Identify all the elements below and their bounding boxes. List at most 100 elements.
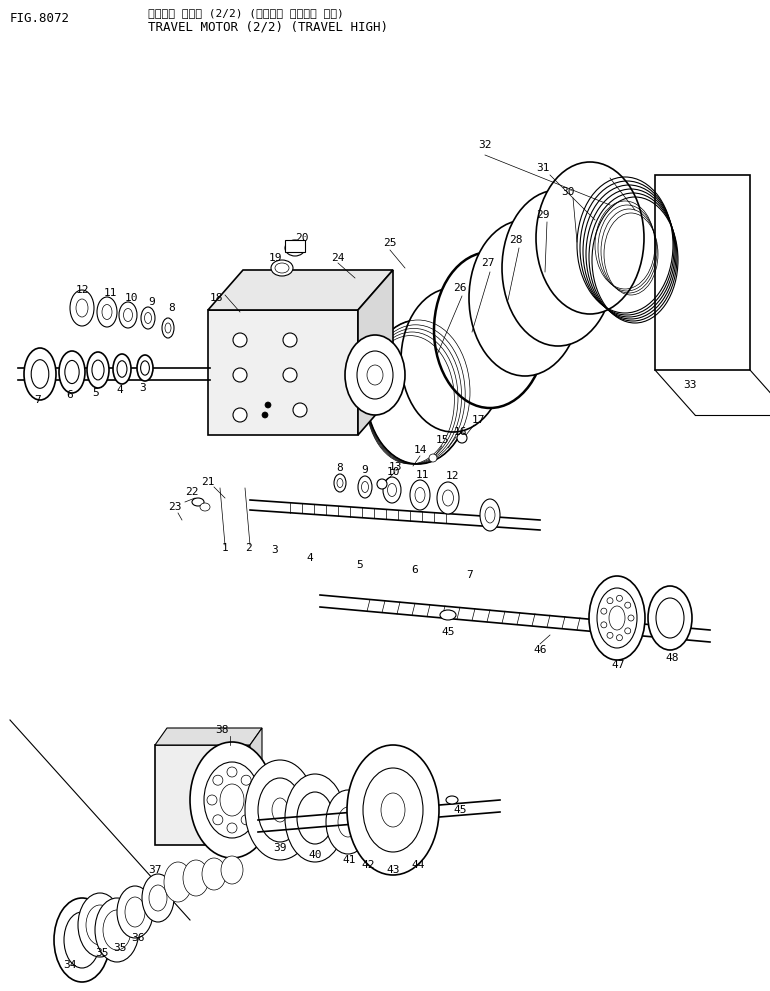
Ellipse shape: [183, 860, 209, 896]
Ellipse shape: [149, 885, 167, 911]
Ellipse shape: [357, 351, 393, 399]
Ellipse shape: [102, 304, 112, 319]
Ellipse shape: [383, 477, 401, 503]
Ellipse shape: [609, 606, 625, 630]
Circle shape: [628, 615, 634, 621]
Text: 35: 35: [95, 948, 109, 958]
Text: 30: 30: [561, 187, 574, 197]
Text: 24: 24: [331, 253, 345, 263]
Text: 12: 12: [445, 471, 459, 481]
Ellipse shape: [204, 762, 260, 838]
Text: TRAVEL MOTOR (2/2) (TRAVEL HIGH): TRAVEL MOTOR (2/2) (TRAVEL HIGH): [148, 20, 388, 33]
Text: 40: 40: [308, 850, 322, 860]
Text: 11: 11: [415, 470, 429, 480]
Ellipse shape: [54, 898, 110, 982]
Circle shape: [213, 775, 223, 785]
Text: 16: 16: [454, 427, 467, 437]
Ellipse shape: [64, 912, 100, 968]
Ellipse shape: [258, 778, 302, 842]
Text: 36: 36: [131, 933, 145, 943]
Ellipse shape: [78, 893, 122, 957]
Text: 5: 5: [357, 560, 363, 570]
Ellipse shape: [326, 790, 370, 854]
Text: 31: 31: [536, 163, 550, 173]
Ellipse shape: [24, 348, 56, 400]
Ellipse shape: [536, 162, 644, 314]
Circle shape: [207, 795, 217, 805]
Text: 5: 5: [92, 388, 99, 398]
Ellipse shape: [358, 476, 372, 498]
Ellipse shape: [200, 503, 210, 511]
Text: 27: 27: [481, 258, 495, 268]
Ellipse shape: [502, 190, 614, 346]
Ellipse shape: [192, 498, 204, 506]
Ellipse shape: [367, 365, 383, 385]
Ellipse shape: [446, 796, 458, 804]
Ellipse shape: [415, 488, 425, 502]
Polygon shape: [208, 310, 358, 435]
Ellipse shape: [117, 886, 153, 938]
Ellipse shape: [297, 792, 333, 844]
Ellipse shape: [97, 297, 117, 327]
Ellipse shape: [485, 507, 495, 523]
Text: 12: 12: [75, 285, 89, 295]
Ellipse shape: [32, 360, 49, 388]
Ellipse shape: [285, 774, 345, 862]
Text: 32: 32: [478, 140, 492, 150]
Text: 45: 45: [441, 627, 455, 637]
Circle shape: [617, 634, 622, 641]
Text: 20: 20: [295, 233, 309, 243]
Circle shape: [283, 333, 297, 347]
Text: 14: 14: [413, 445, 427, 455]
Ellipse shape: [285, 240, 305, 256]
Ellipse shape: [338, 807, 358, 837]
Circle shape: [247, 795, 257, 805]
Text: 18: 18: [210, 293, 223, 303]
Text: 41: 41: [342, 855, 356, 865]
Text: 38: 38: [216, 725, 229, 735]
Ellipse shape: [190, 742, 274, 858]
Text: 8: 8: [169, 303, 176, 313]
Text: 4: 4: [306, 553, 313, 563]
Ellipse shape: [597, 588, 637, 648]
Ellipse shape: [401, 288, 505, 432]
Ellipse shape: [337, 479, 343, 488]
Ellipse shape: [221, 856, 243, 884]
Ellipse shape: [113, 354, 131, 384]
Circle shape: [607, 598, 613, 604]
Ellipse shape: [202, 858, 226, 890]
Text: 3: 3: [139, 383, 146, 393]
Text: 42: 42: [361, 860, 375, 870]
Ellipse shape: [589, 576, 645, 660]
Circle shape: [233, 333, 247, 347]
Polygon shape: [250, 728, 262, 845]
Ellipse shape: [363, 768, 423, 852]
Ellipse shape: [334, 474, 346, 492]
Circle shape: [601, 608, 607, 614]
Ellipse shape: [141, 361, 149, 376]
Text: 2: 2: [245, 543, 251, 553]
Circle shape: [617, 596, 622, 602]
Text: 35: 35: [113, 943, 127, 953]
Circle shape: [233, 408, 247, 422]
Text: 47: 47: [611, 660, 624, 670]
Ellipse shape: [87, 352, 109, 388]
Text: 48: 48: [665, 653, 678, 663]
Ellipse shape: [271, 260, 293, 276]
Ellipse shape: [469, 220, 581, 376]
Ellipse shape: [145, 312, 152, 323]
Text: 7: 7: [35, 395, 42, 405]
Ellipse shape: [387, 484, 397, 496]
Ellipse shape: [92, 360, 104, 380]
Circle shape: [265, 402, 271, 408]
Text: 13: 13: [388, 462, 402, 472]
Text: 39: 39: [273, 843, 286, 853]
Ellipse shape: [65, 361, 79, 384]
Ellipse shape: [119, 302, 137, 328]
Ellipse shape: [480, 499, 500, 531]
Circle shape: [227, 823, 237, 833]
Ellipse shape: [345, 335, 405, 415]
Ellipse shape: [95, 898, 139, 962]
Ellipse shape: [245, 760, 315, 860]
Ellipse shape: [125, 897, 145, 927]
